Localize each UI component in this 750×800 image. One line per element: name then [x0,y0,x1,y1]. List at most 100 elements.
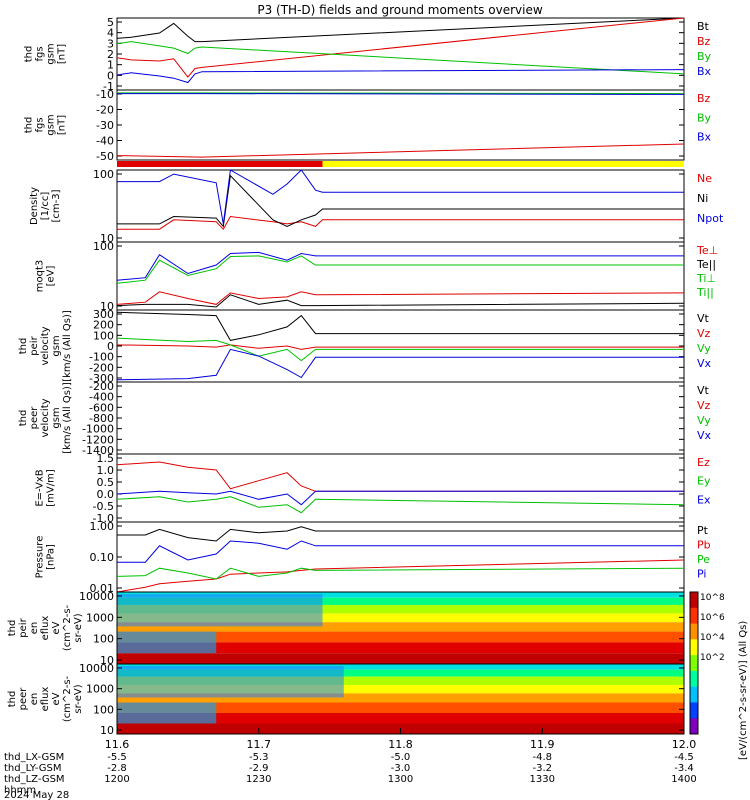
spectrogram-low-flux-region [117,702,217,724]
legend-label: Vx [697,357,712,370]
panel-pressure: 1.00 0.10 0.01 Pressure [nPa] [35,520,685,595]
y-axis-label-line: fgs [35,46,46,61]
x-axis-row-value: 1330 [530,774,555,785]
legend-label: Vt [697,312,710,325]
series-line-bz [116,143,685,158]
y-tick-label: 100 [93,329,114,342]
y-axis-label-line: gsm [46,114,57,135]
x-axis-row-value: 1200 [104,774,129,785]
colorbar-tick-label: 10^8 [700,593,725,603]
x-axis-row-value: 1400 [671,774,696,785]
x-axis-row-value: -3.4 [674,763,694,774]
spectrogram-band [117,613,684,623]
x-axis-row-value: -2.9 [249,763,269,774]
x-axis-row-value: -3.0 [391,763,411,774]
legend-label: Ex [697,493,711,506]
legend-label: Bz [697,92,711,105]
spectrogram-low-flux-region [117,631,217,654]
y-tick-label: 1000 [86,611,114,624]
x-axis-row-value: 1300 [388,774,413,785]
legend-label: Vt [697,384,710,397]
legend-label: Vz [697,327,711,340]
y-tick-label: -600 [89,401,114,414]
y-tick-label: 1.0 [97,464,115,477]
legend-label: Npot [697,212,724,225]
y-axis-label-line: thd [18,338,29,355]
y-tick-label: 0.01 [90,582,115,595]
y-axis-label-line: thd [7,691,18,708]
legend-label: Pb [697,539,711,552]
y-axis-label-line: gsm [46,43,57,64]
y-axis-label-line: moqt3 [35,260,46,293]
series-line-pi [117,540,684,563]
y-tick-label: 10000 [79,590,114,603]
y-axis-label-line: gsm [51,335,62,356]
y-tick-label: 10 [100,300,114,313]
y-tick-label: 2 [107,48,114,61]
y-tick-label: -30 [96,119,114,132]
x-tick-label: 11.9 [530,738,555,751]
y-tick-label: 5 [107,16,114,29]
y-tick-label: 0.10 [90,551,115,564]
legend-label: Ti|| [696,286,714,299]
spectrogram-band [117,653,684,664]
y-axis-label-line: eV [51,692,62,705]
series-line-pe [116,567,685,580]
series-line-bx [117,93,685,95]
y-axis-label-line: [1/cc] [40,192,51,221]
y-axis-label-line: peer [18,687,29,711]
spectrogram-band [117,597,684,605]
y-axis-label: Density [1/cc] [cm-3] [29,187,62,225]
y-axis-label-line: E=-VxB [35,469,46,506]
y-axis-label-line: Density [29,187,40,225]
panel-frame [116,241,685,311]
spectrogram-band [117,676,684,685]
x-tick-label: 11.6 [105,738,130,751]
y-tick-label: -100 [89,351,114,364]
legend-label: Te|| [696,258,716,271]
y-tick-label: 100 [93,240,114,253]
colorbar-tick-label: 10^4 [700,633,725,643]
panel-fgs_gsm_high: -10 -20 -30 -40 -50 thd fgs gsm [nT] [24,88,685,163]
colorbar-label: [eV/(cm^2-s-sr-eV)] (All Qs) [738,621,749,760]
x-axis-row-value: 1230 [246,774,271,785]
colorbar-segment [690,592,698,609]
y-tick-label: 1 [107,59,114,72]
x-axis-row-label: thd_LZ-GSM [4,774,65,785]
panel-peir_eflux: 10000 1000 100 10 thd peir en eflux eV (cm^2-s-sr… [7,590,685,667]
y-tick-label: -10 [96,88,114,101]
colorbar-segment [690,639,698,656]
series-line-bt [116,17,685,43]
x-axis-row-value: -5.0 [391,752,411,763]
y-axis-label-line: eflux [40,616,51,641]
y-axis-label-line: peir [18,617,29,637]
y-axis-label-line: [eV] [46,266,57,287]
panel-frame [116,89,685,161]
x-axis-row-label: thd_LY-GSM [4,763,61,774]
y-tick-label: 100 [93,703,114,716]
y-tick-label: -300 [89,372,114,385]
legend-label: By [697,111,712,124]
y-tick-label: -400 [89,391,114,404]
legend-label: Ni [697,192,708,205]
y-tick-label: -1 [103,80,114,93]
y-axis-label-line: [km/s (All Qs)] [62,310,73,382]
x-axis-row-label: hhmm [4,785,36,796]
legend-label: By [697,50,712,63]
series-line-by [117,92,685,95]
colorbar-frame [689,591,699,735]
y-axis-label-line: [nT] [57,115,68,135]
y-axis-label-line: velocity [40,398,51,437]
y-axis-label-line: thd [24,117,35,134]
legend-label: Vy [697,414,711,427]
spectrogram-band [117,669,684,677]
y-tick-label: 100 [93,633,114,646]
y-tick-label: 3 [107,37,114,50]
y-tick-label: 0 [107,340,114,353]
y-tick-label: 10 [100,232,114,245]
y-axis-label-line: gsm [51,407,62,428]
y-axis-label-line: eflux [40,687,51,712]
x-tick-label: 11.8 [388,738,413,751]
y-tick-label: -1.0 [93,512,114,525]
